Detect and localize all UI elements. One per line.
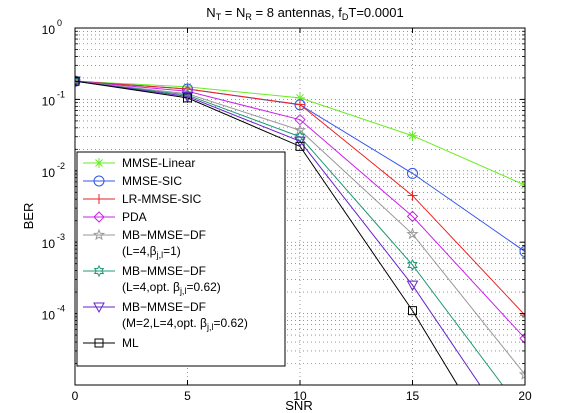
- x-tick-label: 10: [293, 389, 307, 403]
- legend-entry-4: MB−MMSE−DF (L=4,βj,l=1): [83, 228, 206, 260]
- legend-label: MMSE-SIC: [122, 174, 182, 188]
- data-point: [518, 368, 525, 380]
- legend-marker: [94, 338, 104, 348]
- x-tick-label: 15: [406, 389, 420, 403]
- series-6: [75, 76, 481, 385]
- data-point: [295, 99, 305, 110]
- legend-label: MMSE-Linear: [122, 156, 195, 170]
- legend-entry-0: MMSE-Linear: [83, 156, 195, 170]
- series-7: [75, 76, 458, 385]
- y-axis-label: BER: [21, 203, 36, 230]
- y-tick-label: 10: [42, 94, 56, 108]
- data-point: [519, 332, 525, 345]
- legend-marker: [92, 228, 106, 241]
- data-point: [407, 167, 418, 179]
- y-tick-exponent: -2: [57, 161, 65, 171]
- legend-label: MB−MMSE−DF: [122, 228, 206, 242]
- data-point: [406, 210, 419, 223]
- data-point: [407, 130, 418, 141]
- data-point: [407, 190, 418, 201]
- y-tick-exponent: 0: [57, 18, 62, 28]
- legend-marker: [94, 158, 104, 168]
- legend-box: [76, 151, 286, 367]
- data-point: [406, 280, 419, 292]
- legend-marker: [93, 211, 105, 223]
- data-point: [295, 141, 305, 151]
- legend-label: MB−MMSE−DF: [122, 300, 206, 314]
- legend-marker: [93, 302, 105, 314]
- x-tick-label: 0: [72, 389, 79, 403]
- legend-entry-7: ML: [83, 336, 139, 350]
- series-line: [75, 80, 525, 339]
- y-tick-exponent: -3: [57, 232, 65, 242]
- legend-label: ML: [122, 336, 139, 350]
- data-point: [75, 76, 80, 86]
- data-point: [183, 93, 192, 103]
- legend-entry-6: MB−MMSE−DF (M=2,L=4,opt. βj,l=0.62): [83, 300, 248, 332]
- data-point: [519, 246, 525, 258]
- legend-entry-2: LR-MMSE-SIC: [83, 192, 202, 206]
- x-axis-label: SNR: [285, 398, 312, 413]
- legend-label: LR-MMSE-SIC: [122, 192, 202, 206]
- legend: MMSE-Linear MMSE-SIC LR-MMSE-SIC PDA MB−MMSE…: [76, 151, 286, 367]
- y-tick-label: 10: [42, 237, 56, 251]
- legend-entry-1: MMSE-SIC: [83, 174, 182, 188]
- x-tick-label: 5: [184, 389, 191, 403]
- x-tick-label: 20: [518, 389, 532, 403]
- legend-label: (L=4,opt. βj,l=0.62): [122, 280, 221, 296]
- chart-title: NT = NR = 8 antennas, fDT=0.0001: [206, 5, 403, 22]
- legend-label: MB−MMSE−DF: [122, 264, 206, 278]
- legend-entry-5: MB−MMSE−DF (L=4,opt. βj,l=0.62): [83, 264, 221, 296]
- data-point: [407, 258, 418, 272]
- data-point: [520, 310, 525, 321]
- data-point: [408, 306, 417, 316]
- legend-entry-3: PDA: [83, 210, 147, 224]
- legend-marker: [93, 175, 105, 187]
- data-point: [406, 227, 419, 240]
- data-point: [294, 136, 306, 148]
- series-line: [75, 80, 481, 385]
- legend-label: PDA: [122, 210, 147, 224]
- legend-label: (M=2,L=4,opt. βj,l=0.62): [122, 316, 248, 332]
- y-tick-label: 10: [42, 309, 56, 323]
- plot-area: [75, 74, 525, 385]
- series-line: [75, 80, 458, 385]
- series-line: [75, 80, 525, 375]
- legend-marker: [93, 264, 105, 278]
- y-tick-exponent: -4: [57, 304, 65, 314]
- data-point: [520, 180, 525, 191]
- legend-label: (L=4,βj,l=1): [122, 244, 181, 260]
- y-tick-label: 10: [42, 23, 56, 37]
- data-point: [181, 91, 194, 103]
- y-tick-exponent: -1: [57, 89, 65, 99]
- y-tick-label: 10: [42, 166, 56, 180]
- legend-marker: [94, 194, 104, 204]
